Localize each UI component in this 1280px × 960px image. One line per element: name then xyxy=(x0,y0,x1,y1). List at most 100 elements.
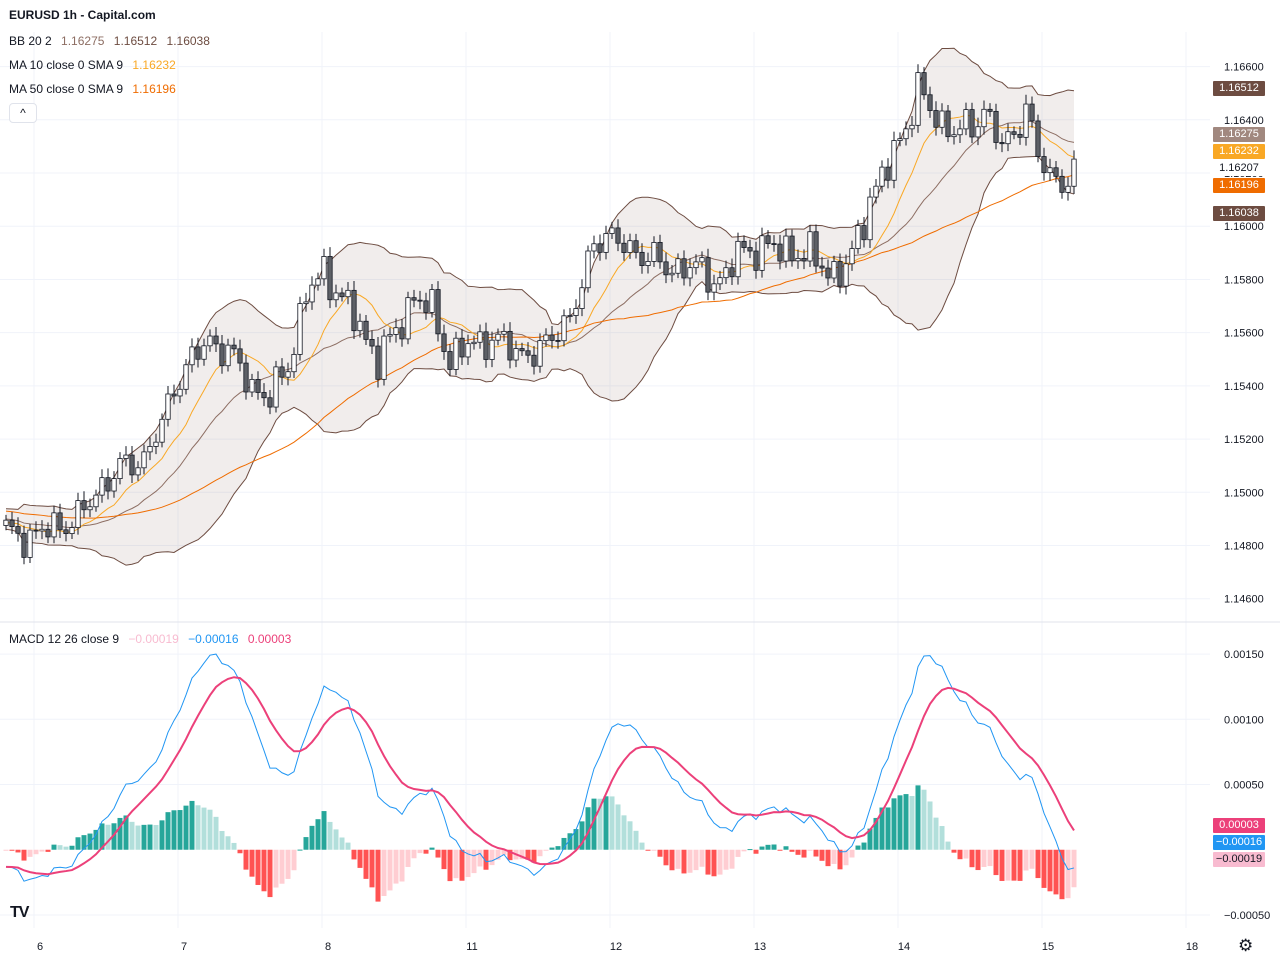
macd-histogram-bar xyxy=(489,849,495,866)
candle-body xyxy=(45,528,51,538)
candle xyxy=(681,250,687,286)
macd-histogram-bar xyxy=(693,849,699,871)
macd-histogram-bar xyxy=(129,821,135,850)
macd-histogram-bar xyxy=(831,849,837,864)
ma10-legend: MA 10 close 0 SMA 9 1.16232 xyxy=(9,58,182,72)
candle xyxy=(813,224,819,273)
macd-histogram-bar xyxy=(909,795,915,850)
macd-histogram-bar xyxy=(297,849,303,851)
candle xyxy=(807,225,813,267)
candle-body xyxy=(489,339,495,360)
macd-histogram-bar xyxy=(813,849,819,857)
macd-histogram-bar xyxy=(159,820,165,850)
candle-body xyxy=(555,340,561,342)
candle xyxy=(429,283,435,318)
collapse-legend-button[interactable]: ^ xyxy=(9,103,37,123)
candle-body xyxy=(177,388,183,397)
candle-body xyxy=(825,267,831,279)
macd-tag-signal: 0.00003 xyxy=(1213,818,1265,833)
candle xyxy=(747,239,753,259)
macd-histogram-bar xyxy=(951,849,957,853)
candle-body xyxy=(681,258,687,279)
macd-histogram-bar xyxy=(471,849,477,874)
candle-body xyxy=(129,454,135,476)
candle-body xyxy=(171,393,177,397)
macd-histogram-bar xyxy=(183,805,189,850)
candle xyxy=(639,243,645,274)
candle xyxy=(831,255,837,284)
candle xyxy=(1047,158,1053,181)
macd-histogram-bar xyxy=(123,815,129,850)
candle xyxy=(279,358,285,386)
macd-histogram-bar xyxy=(591,798,597,850)
candle-body xyxy=(147,446,153,453)
candle-body xyxy=(195,346,201,360)
candle xyxy=(105,468,111,500)
candle-body xyxy=(321,256,327,280)
macd-histogram-bar xyxy=(249,849,255,877)
candle xyxy=(15,517,21,542)
candle-body xyxy=(297,303,303,355)
y-tick-label: 1.15800 xyxy=(1224,274,1264,286)
macd-histogram-bar xyxy=(279,849,285,884)
macd-histogram-bar xyxy=(657,849,663,857)
candle xyxy=(417,290,423,310)
candle-body xyxy=(561,315,567,342)
y-tick-label: 1.16000 xyxy=(1224,221,1264,233)
candle-body xyxy=(501,330,507,335)
x-tick-label: 13 xyxy=(754,941,766,953)
candle xyxy=(603,225,609,260)
candle xyxy=(843,254,849,295)
candle-body xyxy=(117,458,123,479)
macd-histogram-bar xyxy=(1041,849,1047,888)
candle-body xyxy=(543,334,549,342)
macd-line xyxy=(5,653,1075,882)
candle xyxy=(45,522,51,544)
candle-body xyxy=(153,441,159,447)
candle-body xyxy=(63,529,69,535)
candle-body xyxy=(57,512,63,531)
macd-histogram-bar xyxy=(213,816,219,850)
candle xyxy=(315,272,321,291)
macd-histogram-bar xyxy=(933,817,939,850)
candle-body xyxy=(459,337,465,358)
macd-histogram-bar xyxy=(9,849,15,851)
macd-histogram-bar xyxy=(321,811,327,850)
candle-body xyxy=(897,138,903,141)
candle xyxy=(531,346,537,375)
candle xyxy=(651,236,657,267)
macd-histogram-bar xyxy=(585,807,591,850)
macd-histogram-bar xyxy=(729,849,735,869)
candle-body xyxy=(903,128,909,140)
candle xyxy=(993,103,999,150)
candle-body xyxy=(789,235,795,262)
macd-histogram-bar xyxy=(1059,849,1065,900)
candle-body xyxy=(249,379,255,393)
macd-histogram-bar xyxy=(1071,849,1077,888)
macd-histogram-bar xyxy=(939,826,945,850)
candle xyxy=(117,452,123,485)
candle-body xyxy=(669,272,675,276)
candle xyxy=(219,335,225,374)
tradingview-logo[interactable]: TV xyxy=(10,904,29,921)
candle-body xyxy=(987,108,993,112)
gear-icon[interactable]: ⚙ xyxy=(1238,936,1254,955)
candle-body xyxy=(399,327,405,340)
candle-body xyxy=(879,166,885,187)
macd-histogram-bar xyxy=(441,849,447,870)
macd-y-tick-label: −0.00050 xyxy=(1224,910,1270,922)
macd-histogram-bar xyxy=(207,809,213,850)
macd-histogram-bar xyxy=(873,817,879,850)
candle xyxy=(861,216,867,248)
candle-body xyxy=(285,371,291,378)
macd-histogram-bar xyxy=(1005,849,1011,881)
macd-histogram-bar xyxy=(1023,849,1029,871)
candle xyxy=(477,324,483,349)
macd-histogram-bar xyxy=(237,849,243,854)
macd-histogram-bar xyxy=(411,849,417,859)
macd-histogram-bar xyxy=(495,849,501,860)
macd-histogram-bar xyxy=(135,825,141,850)
candle-body xyxy=(453,337,459,370)
candle-body xyxy=(375,345,381,380)
